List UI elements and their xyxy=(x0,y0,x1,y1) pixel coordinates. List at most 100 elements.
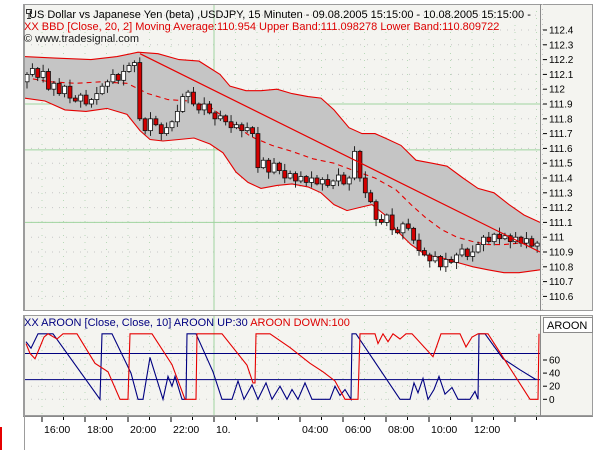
candle xyxy=(330,180,336,186)
candle xyxy=(255,133,261,169)
chart-title-row: US Dollar vs Japanese Yen (beta) ,USDJPY… xyxy=(25,9,531,21)
candle xyxy=(400,223,406,234)
screen-edge-artifact xyxy=(0,427,2,450)
price-tick-label: 111.8 xyxy=(549,114,573,125)
candle xyxy=(470,251,476,257)
time-axis[interactable]: 16:00 18:00 20:00 22:00 10. 04:00 06:00 08:00 10… xyxy=(23,416,593,450)
time-tick-label: 08:00 xyxy=(388,424,414,436)
aroon-frame xyxy=(23,315,593,416)
candle xyxy=(99,85,105,95)
candle xyxy=(534,242,540,247)
candle xyxy=(497,233,502,240)
time-tick-label: 22:00 xyxy=(173,424,199,436)
candle xyxy=(432,256,438,262)
time-tick-label: 16:00 xyxy=(44,424,70,436)
price-tick-label: 112.1 xyxy=(549,70,574,81)
candle xyxy=(239,124,245,132)
aroon-series xyxy=(25,332,540,402)
price-tick-label: 112.2 xyxy=(549,55,574,66)
aroon-plot-background xyxy=(23,315,593,416)
candle xyxy=(217,115,223,120)
candle xyxy=(271,162,277,173)
time-tick-label: 18:00 xyxy=(87,424,113,436)
candle xyxy=(164,127,170,135)
candle xyxy=(51,82,57,90)
candle xyxy=(298,176,304,182)
candle xyxy=(62,85,67,95)
candle xyxy=(185,91,191,98)
aroon-tick-label: 60 xyxy=(549,356,561,367)
price-tick-label: 112 xyxy=(549,85,565,96)
candle xyxy=(40,71,46,78)
price-tick-label: 111.1 xyxy=(549,218,573,229)
trendline xyxy=(139,53,541,253)
candle xyxy=(293,173,298,182)
candle xyxy=(158,124,164,135)
candle xyxy=(341,174,347,185)
candle xyxy=(314,177,320,185)
price-panel: 112.4 112.3 112.2 112.1 112 111.9 111.8 111.7 11… xyxy=(23,4,593,311)
candle xyxy=(89,99,94,105)
candle xyxy=(443,258,449,268)
candle xyxy=(24,74,30,83)
aroon-axis-label: AROON xyxy=(547,320,587,332)
price-tick-label: 111.4 xyxy=(549,174,573,185)
candle xyxy=(346,177,352,185)
candle xyxy=(153,118,159,126)
aroon-y-axis[interactable]: 60 40 20 0 xyxy=(543,356,561,406)
time-tick-label: 06:00 xyxy=(345,424,371,436)
candle xyxy=(357,150,363,179)
price-y-axis[interactable]: 112.4 112.3 112.2 112.1 112 111.9 111.8 111.7 11… xyxy=(543,26,574,303)
candle xyxy=(121,71,127,81)
candle xyxy=(276,162,282,171)
candle xyxy=(196,103,202,111)
trendline-layer[interactable] xyxy=(139,53,541,253)
candle xyxy=(35,68,41,78)
aroon-tick-label: 0 xyxy=(549,395,555,406)
candle xyxy=(174,111,180,123)
candle xyxy=(421,250,427,256)
bbd-indicator-readout[interactable]: XX BBD [Close, 20, 2] Moving Average:110… xyxy=(24,21,500,33)
candle xyxy=(325,179,331,186)
aroon-tick-label: 40 xyxy=(549,369,561,380)
candle xyxy=(459,248,465,256)
candle xyxy=(29,68,35,75)
candle xyxy=(491,233,497,243)
candle xyxy=(83,94,89,105)
candle xyxy=(67,85,73,99)
time-tick-label: 10:00 xyxy=(431,424,457,436)
chart-title: US Dollar vs Japanese Yen (beta) ,USDJPY… xyxy=(29,9,531,21)
price-tick-label: 111 xyxy=(549,233,565,244)
aroon-chart-canvas[interactable]: 60 40 20 0 AROON xyxy=(23,315,593,416)
candle xyxy=(148,118,153,132)
candle xyxy=(427,254,433,262)
aroon-line-aroon-down xyxy=(25,332,540,400)
candle xyxy=(379,219,384,223)
price-tick-label: 111.3 xyxy=(549,188,573,199)
candle xyxy=(132,62,137,66)
candle xyxy=(207,103,212,114)
price-tick-label: 110.6 xyxy=(549,292,574,303)
candle xyxy=(250,127,255,135)
aroon-line-aroon-up xyxy=(25,333,537,402)
aroon-indicator-readout[interactable]: XX AROON [Close, Close, 10] AROON UP:30 … xyxy=(24,317,350,329)
price-tick-label: 111.6 xyxy=(549,144,573,155)
candle xyxy=(223,115,229,123)
candle xyxy=(244,127,250,132)
candle xyxy=(475,244,481,253)
candle xyxy=(524,238,529,244)
candle xyxy=(169,121,175,129)
price-frame xyxy=(23,4,593,311)
time-tick-label: 04:00 xyxy=(302,424,328,436)
candle xyxy=(180,96,186,112)
candle xyxy=(191,91,196,105)
price-tick-label: 111.5 xyxy=(549,159,573,170)
candle xyxy=(438,256,443,268)
candle xyxy=(384,214,390,223)
candle xyxy=(368,192,374,203)
price-chart-canvas[interactable]: 112.4 112.3 112.2 112.1 112 111.9 111.8 111.7 11… xyxy=(23,4,593,311)
aroon-panel: 60 40 20 0 AROON XX AROON [Close, Close, 10… xyxy=(23,315,593,416)
candle xyxy=(78,94,84,102)
candle xyxy=(529,238,535,247)
